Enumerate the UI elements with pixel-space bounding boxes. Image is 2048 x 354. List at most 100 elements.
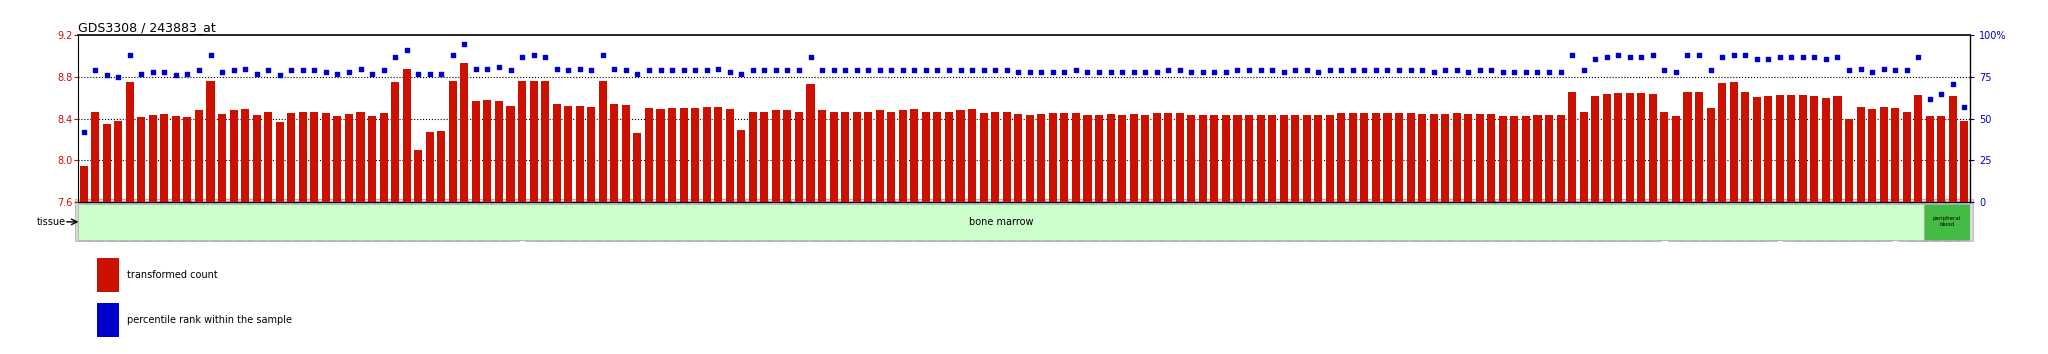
- Point: [1370, 68, 1403, 73]
- Bar: [1014, 114, 1022, 202]
- Bar: [760, 112, 768, 202]
- Bar: [217, 114, 225, 202]
- Bar: [1245, 115, 1253, 202]
- Point: [528, 54, 561, 60]
- Bar: [911, 109, 918, 202]
- Bar: [1036, 114, 1044, 202]
- Point: [1532, 69, 1565, 75]
- Bar: [1509, 116, 1518, 202]
- Point: [1303, 69, 1335, 75]
- Bar: [1268, 115, 1276, 202]
- Bar: [864, 112, 872, 202]
- Point: [633, 68, 666, 73]
- Point: [332, 69, 365, 75]
- Point: [287, 68, 319, 73]
- Point: [956, 68, 989, 73]
- Point: [702, 66, 735, 72]
- Bar: [1407, 113, 1415, 202]
- Point: [1475, 68, 1507, 73]
- Bar: [1395, 113, 1403, 202]
- Point: [1348, 68, 1380, 73]
- Bar: [1604, 94, 1610, 202]
- Bar: [668, 108, 676, 202]
- Point: [1430, 68, 1462, 73]
- Point: [1278, 68, 1311, 73]
- Point: [1741, 56, 1774, 62]
- Bar: [541, 81, 549, 202]
- Bar: [461, 63, 469, 202]
- Point: [1176, 69, 1208, 75]
- Bar: [1071, 113, 1079, 202]
- Bar: [1614, 93, 1622, 202]
- Bar: [1833, 96, 1841, 202]
- Point: [991, 68, 1024, 73]
- Bar: [276, 122, 285, 202]
- Point: [655, 68, 688, 73]
- Point: [1243, 68, 1278, 73]
- Bar: [829, 112, 838, 202]
- Bar: [1661, 112, 1669, 202]
- Bar: [842, 112, 850, 202]
- Bar: [1106, 114, 1114, 202]
- Bar: [496, 101, 504, 202]
- Bar: [1915, 95, 1923, 202]
- Point: [1810, 56, 1843, 62]
- Bar: [1741, 92, 1749, 202]
- Bar: [1257, 115, 1264, 202]
- Point: [1440, 68, 1473, 73]
- Point: [864, 68, 897, 73]
- Bar: [1337, 113, 1346, 202]
- Point: [1001, 69, 1034, 75]
- Point: [344, 66, 377, 72]
- Bar: [1718, 83, 1726, 202]
- Point: [1083, 69, 1116, 75]
- Bar: [1890, 108, 1898, 202]
- Point: [1417, 69, 1450, 75]
- Point: [979, 68, 1012, 73]
- Bar: [784, 110, 791, 202]
- Bar: [563, 106, 571, 202]
- Bar: [1671, 116, 1679, 202]
- Point: [737, 68, 770, 73]
- Bar: [1626, 93, 1634, 202]
- Bar: [1188, 115, 1196, 202]
- Bar: [242, 109, 250, 202]
- Bar: [715, 107, 723, 202]
- Point: [874, 68, 907, 73]
- Point: [1683, 53, 1716, 58]
- Point: [1649, 68, 1681, 73]
- Point: [195, 53, 227, 58]
- Bar: [1522, 116, 1530, 202]
- Bar: [1061, 113, 1069, 202]
- Bar: [102, 124, 111, 202]
- Text: percentile rank within the sample: percentile rank within the sample: [127, 315, 293, 325]
- Bar: [1096, 115, 1104, 202]
- Point: [678, 68, 711, 73]
- Point: [356, 71, 389, 76]
- Point: [713, 69, 745, 75]
- Point: [1221, 68, 1253, 73]
- Bar: [1130, 114, 1137, 202]
- Point: [309, 69, 342, 75]
- Point: [147, 69, 180, 75]
- Bar: [1923, 204, 1970, 240]
- Point: [1579, 56, 1612, 62]
- Bar: [610, 104, 618, 202]
- Point: [1776, 54, 1808, 60]
- Bar: [1776, 95, 1784, 202]
- Bar: [1360, 113, 1368, 202]
- Point: [1729, 53, 1761, 58]
- Bar: [322, 113, 330, 202]
- Bar: [1464, 114, 1473, 202]
- Point: [1948, 104, 1980, 110]
- Point: [922, 68, 954, 73]
- Point: [944, 68, 977, 73]
- Point: [782, 68, 815, 73]
- Point: [274, 68, 307, 73]
- Bar: [1430, 114, 1438, 202]
- Point: [424, 71, 457, 76]
- Point: [459, 66, 492, 72]
- Point: [1094, 69, 1126, 75]
- Bar: [575, 106, 584, 202]
- Point: [1487, 69, 1520, 75]
